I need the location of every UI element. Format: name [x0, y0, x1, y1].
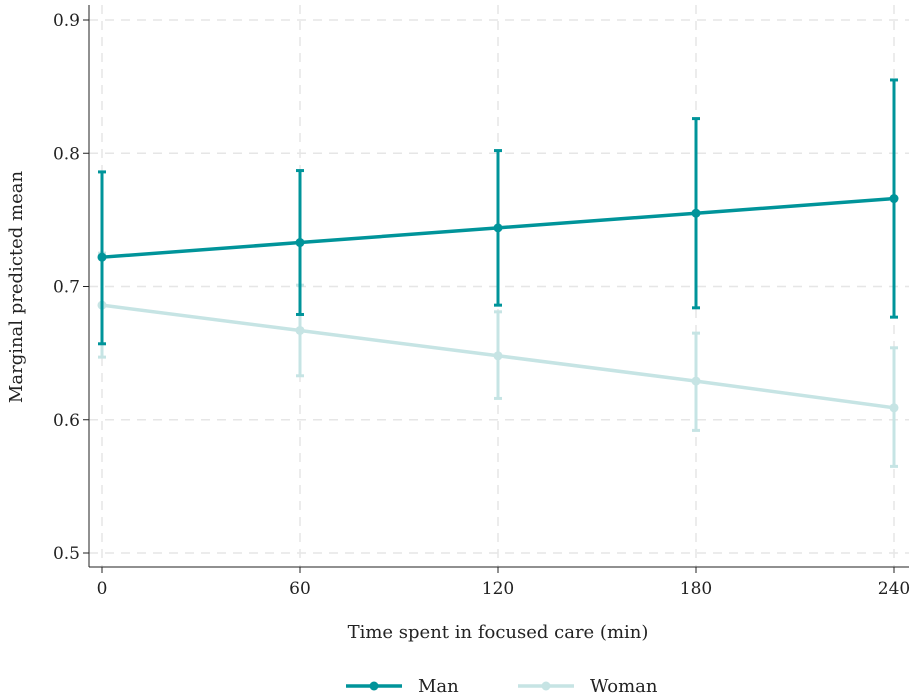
x-tick-label: 240 [878, 579, 910, 599]
y-tick-label: 0.8 [53, 144, 80, 164]
x-tick-label: 60 [289, 579, 311, 599]
legend-label-woman: Woman [590, 676, 658, 697]
y-axis-label: Marginal predicted mean [6, 171, 27, 404]
legend-label-man: Man [418, 676, 459, 697]
ticks: 0.5 0.6 0.7 0.8 0.9 0 60 120 180 240 [53, 11, 910, 599]
legend: Man Woman [346, 676, 658, 697]
x-tick-label: 180 [680, 579, 712, 599]
data-point [97, 252, 107, 262]
data-point [493, 223, 503, 233]
data-point [691, 208, 701, 218]
data-point [889, 194, 899, 204]
x-axis-label: Time spent in focused care (min) [348, 622, 649, 643]
data-point [295, 238, 305, 248]
y-tick-label: 0.5 [53, 544, 80, 564]
data-point [295, 325, 305, 335]
series [97, 78, 899, 468]
y-tick-label: 0.6 [53, 411, 80, 431]
series-man [97, 78, 899, 346]
y-tick-label: 0.9 [53, 11, 80, 31]
y-tick-label: 0.7 [53, 278, 80, 298]
legend-marker-man [369, 681, 379, 691]
x-tick-label: 120 [482, 579, 514, 599]
legend-marker-woman [541, 681, 551, 691]
x-tick-label: 0 [97, 579, 108, 599]
data-point [889, 403, 899, 413]
data-point [493, 351, 503, 361]
data-point [691, 376, 701, 386]
